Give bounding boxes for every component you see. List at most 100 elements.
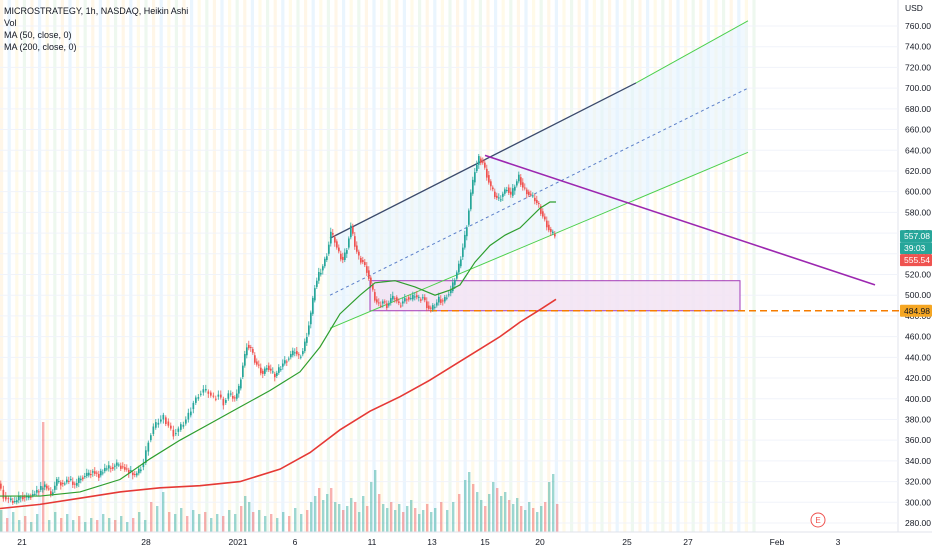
legend-ma200[interactable]: MA (200, close, 0) xyxy=(4,42,77,52)
candle-body xyxy=(416,295,418,298)
volume-bar xyxy=(144,520,147,532)
volume-bar xyxy=(96,520,99,532)
volume-bar xyxy=(126,522,129,532)
candle-body xyxy=(340,253,342,260)
candle-body xyxy=(20,497,22,499)
candle-body xyxy=(132,472,134,476)
time-tick-label: 13 xyxy=(427,537,437,547)
candle-body xyxy=(94,471,96,474)
volume-bar xyxy=(282,512,285,532)
candle-body xyxy=(205,389,207,391)
candle-body xyxy=(508,187,510,193)
candle-body xyxy=(472,179,474,194)
candle-body xyxy=(502,193,504,197)
candle-body xyxy=(138,468,140,474)
candle-body xyxy=(324,258,326,267)
candle-body xyxy=(24,496,26,498)
volume-bar xyxy=(318,488,321,532)
drawing-annotations[interactable] xyxy=(329,20,932,329)
candle-body xyxy=(290,354,292,358)
legend-volume[interactable]: Vol xyxy=(4,18,17,28)
candle-body xyxy=(222,398,225,406)
session-stripe xyxy=(174,0,178,532)
volume-bar xyxy=(484,506,487,532)
candle-body xyxy=(440,299,442,303)
legend-title[interactable]: MICROSTRATEGY, 1h, NASDAQ, Heikin Ashi xyxy=(4,6,189,16)
volume-bar xyxy=(362,496,365,532)
volume-bar xyxy=(300,514,303,532)
candle-body xyxy=(126,468,128,470)
volume-bar xyxy=(512,504,515,532)
candle-body xyxy=(82,477,84,480)
session-stripe xyxy=(509,0,513,532)
price-tag-label: 39:03 xyxy=(904,243,926,253)
volume-bar xyxy=(414,508,417,532)
candle-body xyxy=(468,210,470,225)
volume-bar xyxy=(204,512,207,532)
session-stripe xyxy=(250,0,254,532)
session-stripe xyxy=(258,0,262,532)
candle-body xyxy=(177,428,180,432)
candle-body xyxy=(378,302,380,304)
session-stripe xyxy=(592,0,596,532)
candle-body xyxy=(2,489,5,499)
volume-bar xyxy=(446,510,449,532)
session-stripe xyxy=(0,0,4,532)
moving-averages xyxy=(0,201,557,510)
candle-body xyxy=(314,288,316,301)
candle-body xyxy=(366,266,368,273)
volume-bar xyxy=(458,494,461,532)
candle-body xyxy=(258,364,260,366)
volume-bar xyxy=(276,518,279,532)
volume-bar xyxy=(342,510,345,532)
candle-body xyxy=(145,450,147,463)
candle-body xyxy=(490,181,492,187)
candle-body xyxy=(30,496,32,498)
candle-body xyxy=(418,296,420,298)
candle-body xyxy=(410,298,412,300)
session-stripe xyxy=(676,0,680,532)
candle-body xyxy=(474,172,476,183)
price-tag-label: 557.08 xyxy=(904,231,930,241)
session-stripe xyxy=(706,0,710,532)
candle-body xyxy=(310,312,312,325)
candle-body xyxy=(368,270,370,279)
session-stripe xyxy=(281,0,285,532)
candle-body xyxy=(350,225,352,238)
candle-body xyxy=(38,491,40,493)
time-axis[interactable]: 21 28 2021 6 11 13 15 20 25 27 Feb 3 xyxy=(0,531,932,547)
candle-body xyxy=(242,365,244,378)
volume-bar xyxy=(30,522,33,532)
candle-body xyxy=(100,470,102,476)
session-stripe xyxy=(266,0,270,532)
candle-body xyxy=(170,425,172,429)
candle-body xyxy=(7,498,10,500)
candle-body xyxy=(478,156,480,165)
demand-zone-box xyxy=(369,280,741,312)
candle-body xyxy=(364,262,366,265)
candle-body xyxy=(436,302,438,306)
candle-body xyxy=(424,297,426,301)
price-tick-label: 300.00 xyxy=(905,497,931,507)
volume-bar xyxy=(492,482,495,532)
session-stripe xyxy=(167,0,171,532)
session-stripe xyxy=(532,0,536,532)
time-tick-label: 28 xyxy=(141,537,151,547)
candle-body xyxy=(12,500,14,503)
candle-body xyxy=(450,289,452,294)
volume-bar xyxy=(346,506,349,532)
time-tick-label: 2021 xyxy=(229,537,248,547)
session-stripe xyxy=(638,0,642,532)
volume-bar xyxy=(524,510,527,532)
volume-bar xyxy=(102,514,105,532)
session-stripe xyxy=(98,0,102,532)
volume-bar xyxy=(398,504,401,532)
ma200-line xyxy=(0,298,557,510)
candle-body xyxy=(544,216,546,220)
candle-body xyxy=(14,501,16,503)
candle-body xyxy=(338,247,340,252)
legend-ma50[interactable]: MA (50, close, 0) xyxy=(4,30,72,40)
earnings-event-marker[interactable]: E xyxy=(810,512,826,528)
volume-bar xyxy=(476,492,479,532)
